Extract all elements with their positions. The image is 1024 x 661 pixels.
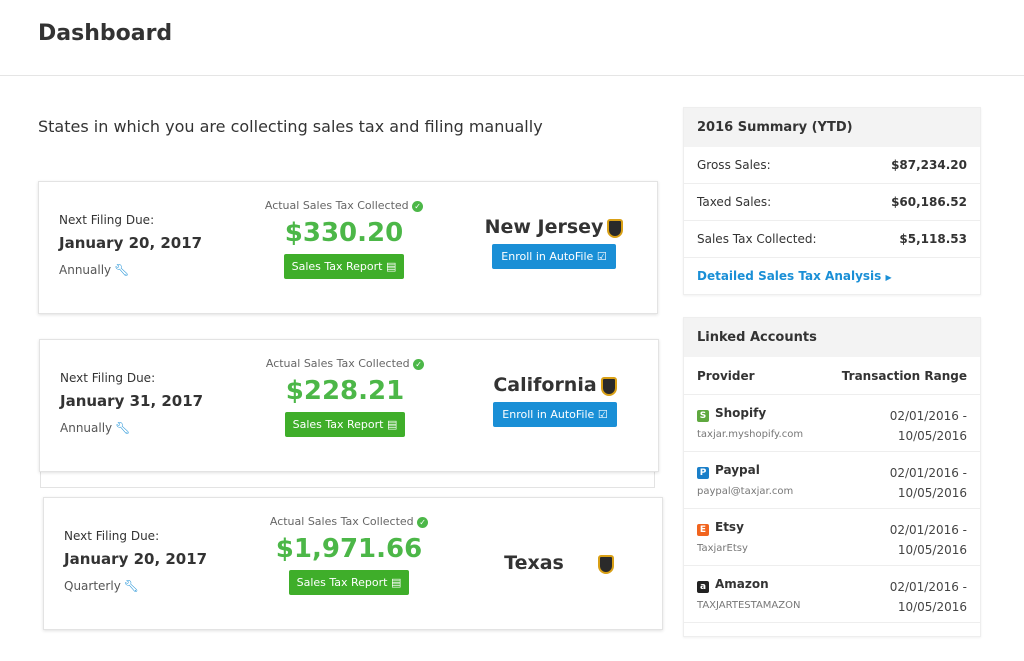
enroll-autofile-button[interactable]: Enroll in AutoFile ☑ [493,402,617,427]
tax-collected-amount: $228.21 [285,376,405,406]
summary-row-gross: Gross Sales: $87,234.20 [684,147,980,184]
wrench-icon[interactable]: 🔧︎ [123,579,140,593]
filing-due-date: January 31, 2017 [60,392,204,410]
report-icon: ▤ [390,576,402,589]
linked-accounts-panel: Linked Accounts Provider Transaction Rang… [683,317,981,637]
state-name: California [493,374,597,396]
checkbox-icon: ☑ [597,408,608,421]
linked-account-row[interactable]: a Amazon TAXJARTESTAMAZON 02/01/2016 -10/… [684,566,980,623]
checkbox-icon: ☑ [596,250,607,263]
filing-frequency: Quarterly [64,579,121,593]
tax-collected-amount: $330.20 [284,218,404,248]
linked-title: Linked Accounts [684,318,980,357]
filing-due-date: January 20, 2017 [64,550,208,568]
check-circle-icon: ✓ [412,200,424,212]
amazon-icon: a [697,581,709,593]
linked-account-row[interactable]: P Paypal paypal@taxjar.com 02/01/2016 -10… [684,452,980,509]
enroll-autofile-button[interactable]: Enroll in AutoFile ☑ [492,244,616,269]
top-bar: Dashboard [0,0,1024,76]
wrench-icon[interactable]: 🔧︎ [115,421,131,435]
summary-row-collected: Sales Tax Collected: $5,118.53 [684,221,980,258]
state-badge-icon [600,377,617,396]
section-title: States in which you are collecting sales… [38,117,543,136]
report-icon: ▤ [385,260,397,273]
sales-tax-report-button[interactable]: Sales Tax Report ▤ [288,570,410,595]
detailed-analysis-link[interactable]: Detailed Sales Tax Analysis ▶ [697,269,892,283]
caret-right-icon: ▶ [885,273,892,282]
state-badge-icon [607,219,624,238]
shopify-icon: S [697,410,709,422]
linked-account-row[interactable]: S Shopify taxjar.myshopify.com 02/01/2016… [684,395,980,452]
state-name: New Jersey [484,216,604,238]
state-name: Texas [504,552,564,574]
summary-title: 2016 Summary (YTD) [684,108,980,147]
linked-account-row[interactable]: E Etsy TaxjarEtsy 02/01/2016 -10/05/2016 [684,509,980,566]
state-card: Next Filing Due: January 20, 2017 Quarte… [43,497,663,630]
filing-frequency: Annually [60,421,113,435]
summary-row-taxed: Taxed Sales: $60,186.52 [684,184,980,221]
state-card: Next Filing Due: January 20, 2017 Annual… [38,181,658,314]
state-badge-icon [597,555,614,574]
filing-due-date: January 20, 2017 [59,234,203,252]
etsy-icon: E [697,524,709,536]
paypal-icon: P [697,467,709,479]
wrench-icon[interactable]: 🔧︎ [114,263,130,277]
tax-collected-amount: $1,971.66 [275,534,423,564]
summary-panel: 2016 Summary (YTD) Gross Sales: $87,234.2… [683,107,981,295]
state-card: Next Filing Due: January 31, 2017 Annual… [39,339,659,472]
page-title: Dashboard [38,21,173,46]
check-circle-icon: ✓ [413,358,425,370]
filing-frequency: Annually [59,263,112,277]
report-icon: ▤ [386,418,398,431]
check-circle-icon: ✓ [417,516,429,528]
card-stack-edge [40,470,655,488]
linked-table-header: Provider Transaction Range [684,357,980,395]
sales-tax-report-button[interactable]: Sales Tax Report ▤ [284,412,406,437]
sales-tax-report-button[interactable]: Sales Tax Report ▤ [283,254,405,279]
